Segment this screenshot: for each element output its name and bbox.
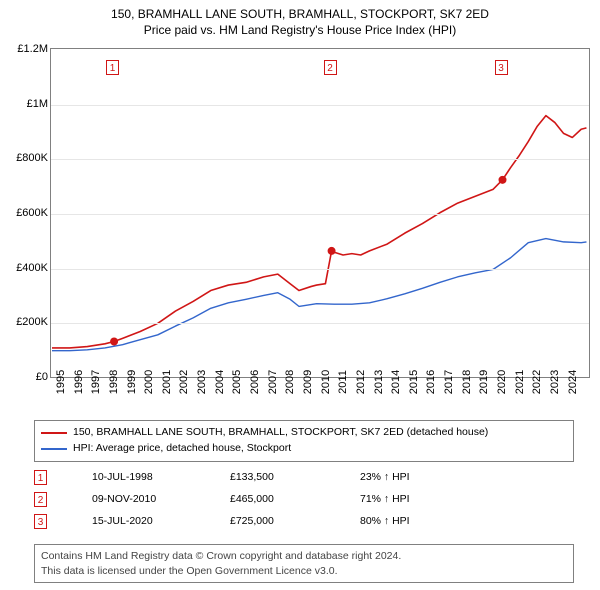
x-tick-label: 1997 xyxy=(90,370,102,394)
x-tick-label: 2008 xyxy=(284,370,296,394)
sale-dot xyxy=(328,247,336,255)
y-tick-label: £1M xyxy=(27,98,48,110)
plot-svg xyxy=(51,49,589,377)
legend-swatch xyxy=(41,448,67,450)
sale-date: 09-NOV-2010 xyxy=(92,493,230,505)
sales-row: 2 09-NOV-2010£465,00071% ↑ HPI xyxy=(34,488,574,510)
title-line-2: Price paid vs. HM Land Registry's House … xyxy=(0,22,600,38)
title-block: 150, BRAMHALL LANE SOUTH, BRAMHALL, STOC… xyxy=(0,0,600,38)
x-tick-label: 2001 xyxy=(161,370,173,394)
sales-row: 3 15-JUL-2020£725,00080% ↑ HPI xyxy=(34,510,574,532)
x-tick-label: 2019 xyxy=(478,370,490,394)
x-tick-label: 1995 xyxy=(55,370,67,394)
sale-date: 10-JUL-1998 xyxy=(92,471,230,483)
x-tick-label: 2020 xyxy=(496,370,508,394)
sale-marker-box: 2 xyxy=(34,492,47,507)
y-gridline xyxy=(51,214,589,215)
footer-line-2: This data is licensed under the Open Gov… xyxy=(41,564,567,579)
y-gridline xyxy=(51,323,589,324)
sale-vs-hpi: 80% ↑ HPI xyxy=(360,515,510,527)
series-line xyxy=(52,116,586,348)
title-line-1: 150, BRAMHALL LANE SOUTH, BRAMHALL, STOC… xyxy=(0,6,600,22)
x-tick-label: 2024 xyxy=(567,370,579,394)
y-tick-label: £200K xyxy=(16,316,48,328)
x-tick-label: 2007 xyxy=(267,370,279,394)
y-gridline xyxy=(51,159,589,160)
y-tick-label: £800K xyxy=(16,152,48,164)
y-tick-label: £0 xyxy=(36,371,48,383)
x-tick-label: 2005 xyxy=(231,370,243,394)
sale-marker-box: 3 xyxy=(34,514,47,529)
footer-line-1: Contains HM Land Registry data © Crown c… xyxy=(41,549,567,564)
x-tick-label: 2014 xyxy=(390,370,402,394)
x-tick-label: 2011 xyxy=(337,370,349,394)
x-tick-label: 2023 xyxy=(549,370,561,394)
y-gridline xyxy=(51,269,589,270)
x-tick-label: 1996 xyxy=(73,370,85,394)
x-tick-label: 2000 xyxy=(143,370,155,394)
sale-price: £465,000 xyxy=(230,493,360,505)
x-tick-label: 1999 xyxy=(126,370,138,394)
x-tick-label: 2016 xyxy=(425,370,437,394)
legend-swatch xyxy=(41,432,67,434)
legend-label: HPI: Average price, detached house, Stoc… xyxy=(73,441,291,457)
x-tick-label: 2015 xyxy=(408,370,420,394)
sale-marker-box: 2 xyxy=(324,60,337,75)
y-tick-label: £1.2M xyxy=(17,43,48,55)
sale-dot xyxy=(110,338,118,346)
chart-container: 150, BRAMHALL LANE SOUTH, BRAMHALL, STOC… xyxy=(0,0,600,590)
sale-marker-box: 3 xyxy=(495,60,508,75)
sale-date: 15-JUL-2020 xyxy=(92,515,230,527)
y-tick-label: £600K xyxy=(16,207,48,219)
x-tick-label: 2013 xyxy=(373,370,385,394)
x-tick-label: 2009 xyxy=(302,370,314,394)
y-gridline xyxy=(51,105,589,106)
y-tick-label: £400K xyxy=(16,262,48,274)
x-tick-label: 1998 xyxy=(108,370,120,394)
sale-dot xyxy=(499,176,507,184)
x-tick-label: 2003 xyxy=(196,370,208,394)
sale-price: £133,500 xyxy=(230,471,360,483)
footer-box: Contains HM Land Registry data © Crown c… xyxy=(34,544,574,583)
x-tick-label: 2017 xyxy=(443,370,455,394)
sale-marker-box: 1 xyxy=(106,60,119,75)
x-tick-label: 2010 xyxy=(320,370,332,394)
x-tick-label: 2006 xyxy=(249,370,261,394)
legend-box: 150, BRAMHALL LANE SOUTH, BRAMHALL, STOC… xyxy=(34,420,574,462)
x-tick-label: 2022 xyxy=(531,370,543,394)
legend-label: 150, BRAMHALL LANE SOUTH, BRAMHALL, STOC… xyxy=(73,425,488,441)
sales-table: 1 10-JUL-1998£133,50023% ↑ HPI 2 09-NOV-201… xyxy=(34,466,574,532)
x-tick-label: 2012 xyxy=(355,370,367,394)
sale-vs-hpi: 23% ↑ HPI xyxy=(360,471,510,483)
x-tick-label: 2021 xyxy=(514,370,526,394)
sales-row: 1 10-JUL-1998£133,50023% ↑ HPI xyxy=(34,466,574,488)
x-tick-label: 2018 xyxy=(461,370,473,394)
sale-vs-hpi: 71% ↑ HPI xyxy=(360,493,510,505)
x-tick-label: 2002 xyxy=(178,370,190,394)
sale-price: £725,000 xyxy=(230,515,360,527)
legend-row: 150, BRAMHALL LANE SOUTH, BRAMHALL, STOC… xyxy=(41,425,567,441)
chart-area xyxy=(50,48,590,378)
legend-row: HPI: Average price, detached house, Stoc… xyxy=(41,441,567,457)
x-tick-label: 2004 xyxy=(214,370,226,394)
sale-marker-box: 1 xyxy=(34,470,47,485)
